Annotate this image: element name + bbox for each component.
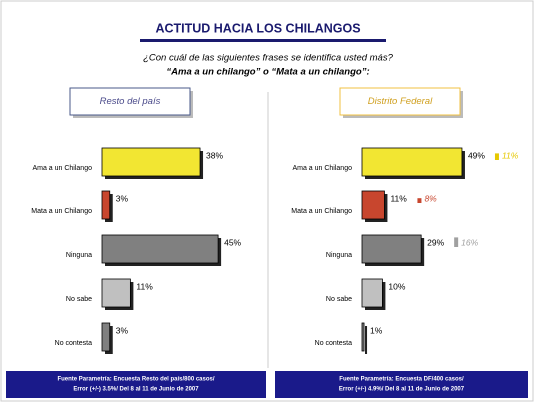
- source-text: Fuente Parametría: Encuesta Resto del pa…: [57, 377, 214, 383]
- bar: [361, 234, 422, 264]
- category-label: Ama a un Chilango: [32, 165, 92, 172]
- category-label: Ninguna: [66, 252, 92, 259]
- source-box: [6, 371, 266, 398]
- value-label: 38%: [206, 150, 223, 160]
- value-label: 1%: [370, 325, 383, 335]
- category-label: No contesta: [55, 340, 92, 347]
- bar: [361, 322, 365, 352]
- difference-label: 16%: [461, 237, 478, 247]
- source-text: Fuente Parametría: Encuesta DF/400 casos…: [339, 377, 464, 383]
- panel-header: [69, 87, 191, 116]
- value-label: 45%: [224, 237, 241, 247]
- panel-title: Resto del país: [100, 96, 161, 107]
- difference-label: 8%: [424, 193, 437, 203]
- bar: [101, 190, 111, 220]
- value-label: 3%: [116, 193, 129, 203]
- category-label: Mata a un Chilango: [291, 208, 352, 215]
- value-label: 29%: [427, 237, 444, 247]
- source-text: Error (+/-) 4.9%/ Del 8 al 11 de Junio d…: [339, 387, 465, 393]
- difference-bar: [494, 153, 499, 160]
- bar-shadow: [365, 326, 368, 354]
- bar: [361, 190, 385, 220]
- title: ACTITUD HACIA LOS CHILANGOS: [155, 21, 360, 35]
- source-text: Error (+/-) 3.5%/ Del 8 al 11 de Junio d…: [73, 387, 199, 393]
- bar: [361, 278, 383, 308]
- category-label: Ninguna: [326, 252, 352, 259]
- category-label: Ama a un Chilango: [292, 165, 352, 172]
- category-label: No sabe: [326, 296, 352, 303]
- category-label: No contesta: [315, 340, 352, 347]
- panel-header: [339, 87, 461, 116]
- bar: [101, 278, 131, 308]
- difference-label: 11%: [502, 150, 519, 160]
- difference-bar: [417, 198, 422, 203]
- bar: [101, 147, 201, 177]
- bar: [361, 147, 463, 177]
- difference-bar: [454, 237, 459, 247]
- panel-title: Distrito Federal: [368, 96, 433, 107]
- bar: [101, 234, 219, 264]
- category-label: No sabe: [66, 296, 92, 303]
- value-label: 3%: [116, 325, 129, 335]
- category-label: Mata a un Chilango: [31, 208, 92, 215]
- question: ¿Con cuál de las siguientes frases se id…: [143, 53, 393, 64]
- source-box: [275, 371, 528, 398]
- value-label: 11%: [136, 281, 153, 291]
- title-rule: [140, 39, 386, 42]
- bar: [101, 322, 111, 352]
- value-label: 49%: [468, 150, 485, 160]
- value-label: 10%: [388, 281, 405, 291]
- question: “Ama a un chilango” o “Mata a un chilang…: [166, 67, 369, 78]
- value-label: 11%: [390, 193, 407, 203]
